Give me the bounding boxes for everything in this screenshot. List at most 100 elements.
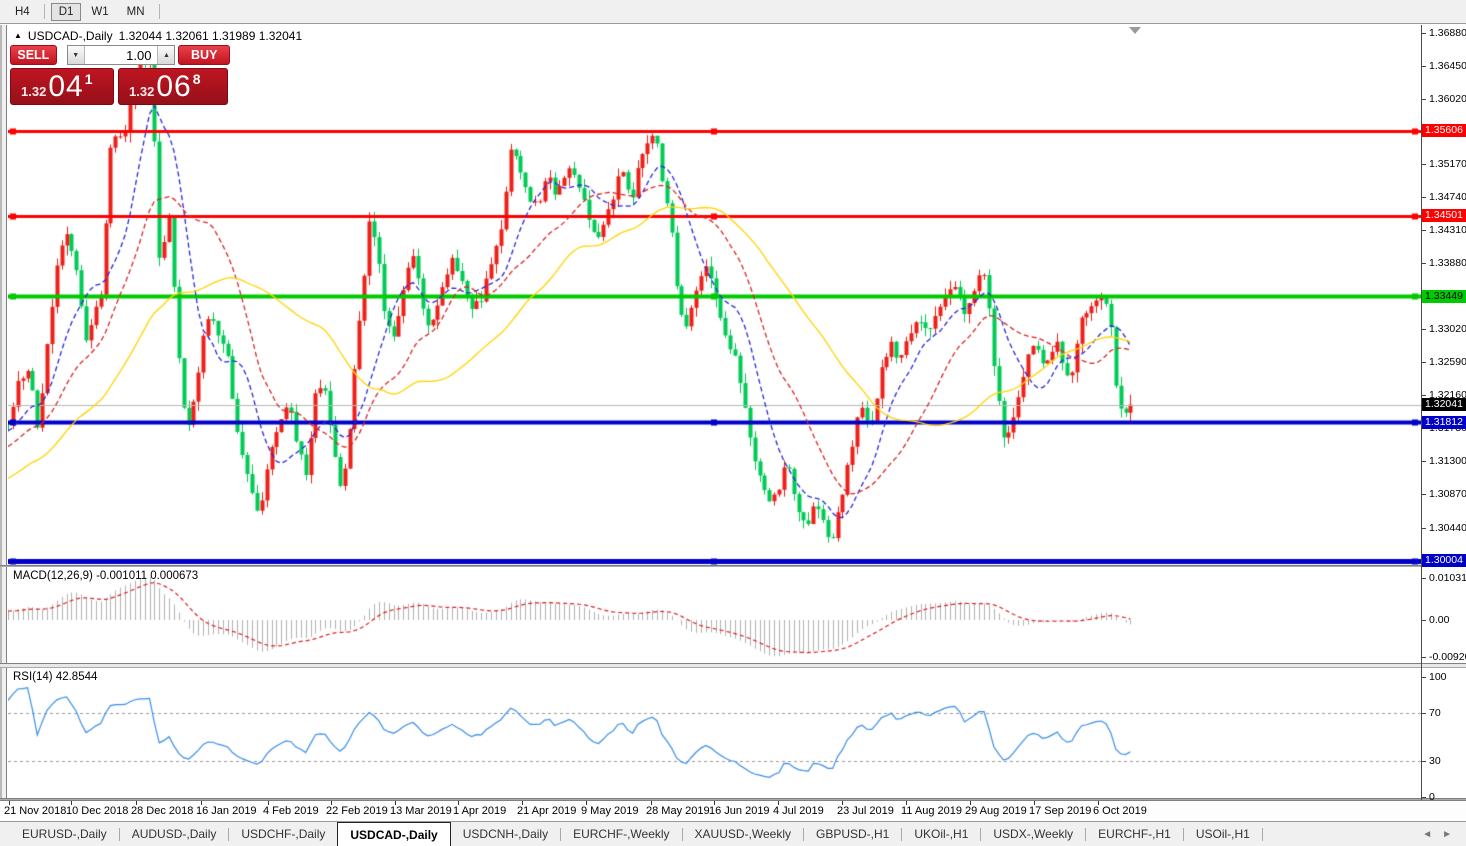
date-label: 21 Nov 2018 [4, 805, 67, 817]
timeframe-button-d1[interactable]: D1 [50, 2, 82, 21]
axis-tick [1422, 230, 1426, 231]
price-line-badge: 1.32041 [1422, 398, 1466, 411]
tab-usdx-weekly[interactable]: USDX-,Weekly [993, 827, 1074, 841]
macd-tick-label: 0.010311 [1429, 572, 1466, 584]
price-line-badge[interactable]: 1.30004 [1422, 554, 1466, 567]
time-axis-tick [71, 801, 72, 805]
axis-tick [1422, 329, 1426, 330]
date-label: 13 Mar 2019 [390, 805, 452, 817]
date-label: 28 Dec 2018 [131, 805, 194, 817]
date-label: 16 Jun 2019 [709, 805, 770, 817]
tab-usdcnh-daily[interactable]: USDCNH-,Daily [462, 827, 549, 841]
timeframe-toolbar: H4 D1 W1 MN [0, 0, 1466, 24]
sell-price-big-digits: 04 [48, 70, 84, 103]
time-axis-tick [522, 801, 523, 805]
volume-increase-icon[interactable]: ▲ [157, 46, 175, 64]
timeframe-button-mn[interactable]: MN [126, 5, 145, 18]
price-line-badge[interactable]: 1.33449 [1422, 290, 1466, 303]
date-label: 16 Jan 2019 [196, 805, 257, 817]
axis-tick [1422, 528, 1426, 529]
window-left-border [0, 25, 7, 820]
sell-price-pip-digit: 1 [84, 71, 93, 87]
price-tick-label: 1.30440 [1429, 522, 1466, 534]
rsi-tick-label: 30 [1429, 755, 1441, 767]
panel-splitter [0, 798, 1466, 800]
tab-separator [681, 827, 683, 841]
tab-eurchf-weekly[interactable]: EURCHF-,Weekly [573, 827, 670, 841]
chart-symbol-header: ▲ USDCAD-,Daily 1.32044 1.32061 1.31989 … [14, 29, 302, 43]
time-axis-tick [1098, 801, 1099, 805]
buy-price-big-digits: 06 [156, 70, 192, 103]
rsi-tick-label: 100 [1429, 671, 1447, 683]
tab-separator [118, 827, 120, 841]
price-tick-label: 1.36880 [1429, 27, 1466, 39]
time-axis-tick [331, 801, 332, 805]
axis-tick [1422, 677, 1426, 678]
axis-tick [1422, 99, 1426, 100]
macd-label: MACD(12,26,9) -0.001011 0.000673 [13, 570, 199, 582]
tab-usdcad-daily-active[interactable]: USDCAD-,Daily [337, 822, 451, 846]
time-axis-tick [9, 801, 10, 805]
time-axis-tick [842, 801, 843, 805]
date-label: 10 Dec 2018 [66, 805, 129, 817]
axis-tick [1422, 657, 1426, 658]
toolbar-separator [43, 4, 45, 19]
rsi-axis[interactable]: 100 70 30 0 [1422, 668, 1466, 803]
volume-decrease-icon[interactable]: ▼ [67, 46, 85, 64]
price-tick-label: 1.33880 [1429, 257, 1466, 269]
buy-price-pip-digit: 8 [192, 71, 201, 87]
tab-usoil-h1[interactable]: USOil-,H1 [1195, 827, 1250, 841]
tab-gbpusd-h1[interactable]: GBPUSD-,H1 [816, 827, 890, 841]
macd-chart-canvas[interactable] [8, 567, 1421, 663]
rsi-indicator-panel: RSI(14) 42.8544 [8, 668, 1421, 798]
ohlc-quotes: 1.32044 1.32061 1.31989 1.32041 [118, 29, 303, 43]
tab-scroll-left-icon[interactable]: ◄ [1422, 828, 1433, 840]
toolbar-separator [158, 4, 160, 19]
rsi-chart-canvas[interactable] [8, 668, 1421, 798]
macd-axis[interactable]: 0.010311 0.00 -0.009203 [1422, 567, 1466, 663]
volume-input[interactable]: 1.00 [126, 47, 152, 63]
rsi-label: RSI(14) 42.8544 [13, 671, 98, 683]
tab-xauusd-weekly[interactable]: XAUUSD-,Weekly [694, 827, 791, 841]
sell-price-display[interactable]: 1.32 04 1 [10, 68, 114, 105]
price-tick-label: 1.34740 [1429, 191, 1466, 203]
time-axis-tick [136, 801, 137, 805]
price-tick-label: 1.33020 [1429, 323, 1466, 335]
chart-tab-bar: EURUSD-,Daily AUDUSD-,Daily USDCHF-,Dail… [0, 821, 1466, 846]
buy-button[interactable]: BUY [178, 45, 230, 65]
panel-splitter[interactable] [0, 565, 1466, 567]
time-axis-tick [458, 801, 459, 805]
collapse-triangle-icon[interactable]: ▲ [14, 31, 22, 40]
date-label: 9 May 2019 [581, 805, 639, 817]
rsi-tick-label: 0 [1429, 791, 1435, 803]
tab-scroll-right-icon[interactable]: ► [1442, 828, 1452, 840]
time-axis-tick [268, 801, 269, 805]
date-label: 23 Jul 2019 [837, 805, 894, 817]
price-axis[interactable]: 1.36880 1.36450 1.36020 1.35170 1.34740 1.343… [1422, 25, 1466, 567]
time-axis[interactable]: 21 Nov 2018 10 Dec 2018 28 Dec 2018 16 Jan … [0, 800, 1466, 821]
price-tick-label: 1.32590 [1429, 356, 1466, 368]
axis-tick [1422, 395, 1426, 396]
chart-shift-marker-icon[interactable] [1129, 27, 1141, 34]
time-axis-tick [1034, 801, 1035, 805]
tab-eurusd-daily[interactable]: EURUSD-,Daily [22, 827, 107, 841]
axis-tick [1422, 197, 1426, 198]
panel-splitter[interactable] [0, 663, 1466, 668]
tab-ukoil-h1[interactable]: UKOil-,H1 [914, 827, 969, 841]
axis-tick [1422, 461, 1426, 462]
candlestick-chart-canvas[interactable] [8, 25, 1421, 565]
tab-separator [901, 827, 903, 841]
price-line-badge[interactable]: 1.35606 [1422, 124, 1466, 137]
axis-tick [1422, 761, 1426, 762]
price-line-badge[interactable]: 1.31812 [1422, 416, 1466, 429]
tab-audusd-daily[interactable]: AUDUSD-,Daily [131, 827, 217, 841]
macd-indicator-panel: MACD(12,26,9) -0.001011 0.000673 [8, 567, 1421, 663]
date-label: 6 Oct 2019 [1093, 805, 1147, 817]
buy-price-display[interactable]: 1.32 06 8 [118, 68, 228, 105]
tab-usdchf-daily[interactable]: USDCHF-,Daily [241, 827, 326, 841]
timeframe-button-w1[interactable]: W1 [91, 5, 109, 18]
tab-eurchf-h1[interactable]: EURCHF-,H1 [1098, 827, 1171, 841]
price-line-badge[interactable]: 1.34501 [1422, 209, 1466, 222]
sell-button[interactable]: SELL [10, 45, 57, 65]
timeframe-button-h4[interactable]: H4 [15, 5, 30, 18]
